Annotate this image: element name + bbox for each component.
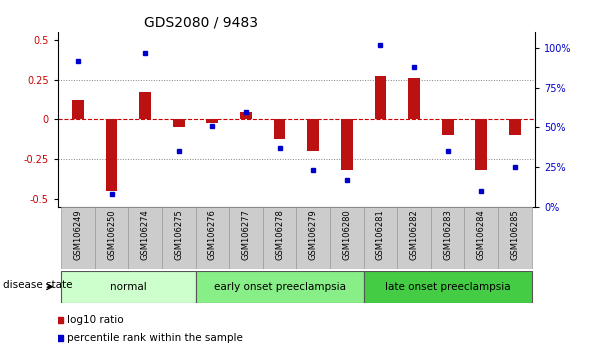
Text: log10 ratio: log10 ratio	[67, 315, 124, 325]
Text: late onset preeclampsia: late onset preeclampsia	[385, 282, 511, 292]
Bar	[307, 120, 319, 152]
Bar	[139, 92, 151, 120]
Bar	[196, 207, 229, 269]
Bar	[509, 120, 521, 136]
Text: GSM106285: GSM106285	[510, 210, 519, 260]
Text: GSM106281: GSM106281	[376, 210, 385, 260]
Bar	[364, 271, 531, 303]
Text: disease state: disease state	[3, 280, 72, 290]
Bar	[375, 76, 386, 120]
Bar	[397, 207, 431, 269]
Bar	[162, 207, 196, 269]
Text: GSM106283: GSM106283	[443, 210, 452, 261]
Bar	[330, 207, 364, 269]
Text: GSM106279: GSM106279	[309, 210, 318, 260]
Bar	[442, 120, 454, 136]
Bar	[207, 120, 218, 123]
Text: GSM106249: GSM106249	[74, 210, 83, 260]
Text: GSM106250: GSM106250	[107, 210, 116, 260]
Text: normal: normal	[110, 282, 147, 292]
Text: GSM106280: GSM106280	[342, 210, 351, 260]
Bar	[61, 271, 196, 303]
Bar	[106, 120, 117, 191]
Bar	[196, 271, 364, 303]
Bar	[408, 78, 420, 120]
Bar	[229, 207, 263, 269]
Text: percentile rank within the sample: percentile rank within the sample	[67, 333, 243, 343]
Bar	[173, 120, 185, 127]
Bar	[465, 207, 498, 269]
Bar	[498, 207, 531, 269]
Text: GSM106274: GSM106274	[140, 210, 150, 260]
Bar	[431, 207, 465, 269]
Bar	[61, 207, 95, 269]
Text: GSM106284: GSM106284	[477, 210, 486, 260]
Bar	[296, 207, 330, 269]
Bar	[341, 120, 353, 171]
Bar	[475, 120, 487, 171]
Bar	[240, 112, 252, 120]
Bar	[95, 207, 128, 269]
Bar	[128, 207, 162, 269]
Text: GSM106277: GSM106277	[241, 210, 250, 261]
Text: GSM106276: GSM106276	[208, 210, 217, 261]
Text: GSM106275: GSM106275	[174, 210, 183, 260]
Text: GDS2080 / 9483: GDS2080 / 9483	[143, 15, 258, 29]
Text: early onset preeclampsia: early onset preeclampsia	[213, 282, 345, 292]
Bar	[274, 120, 286, 139]
Text: GSM106282: GSM106282	[410, 210, 418, 260]
Bar	[72, 101, 84, 120]
Text: GSM106278: GSM106278	[275, 210, 284, 261]
Bar	[263, 207, 297, 269]
Bar	[364, 207, 397, 269]
